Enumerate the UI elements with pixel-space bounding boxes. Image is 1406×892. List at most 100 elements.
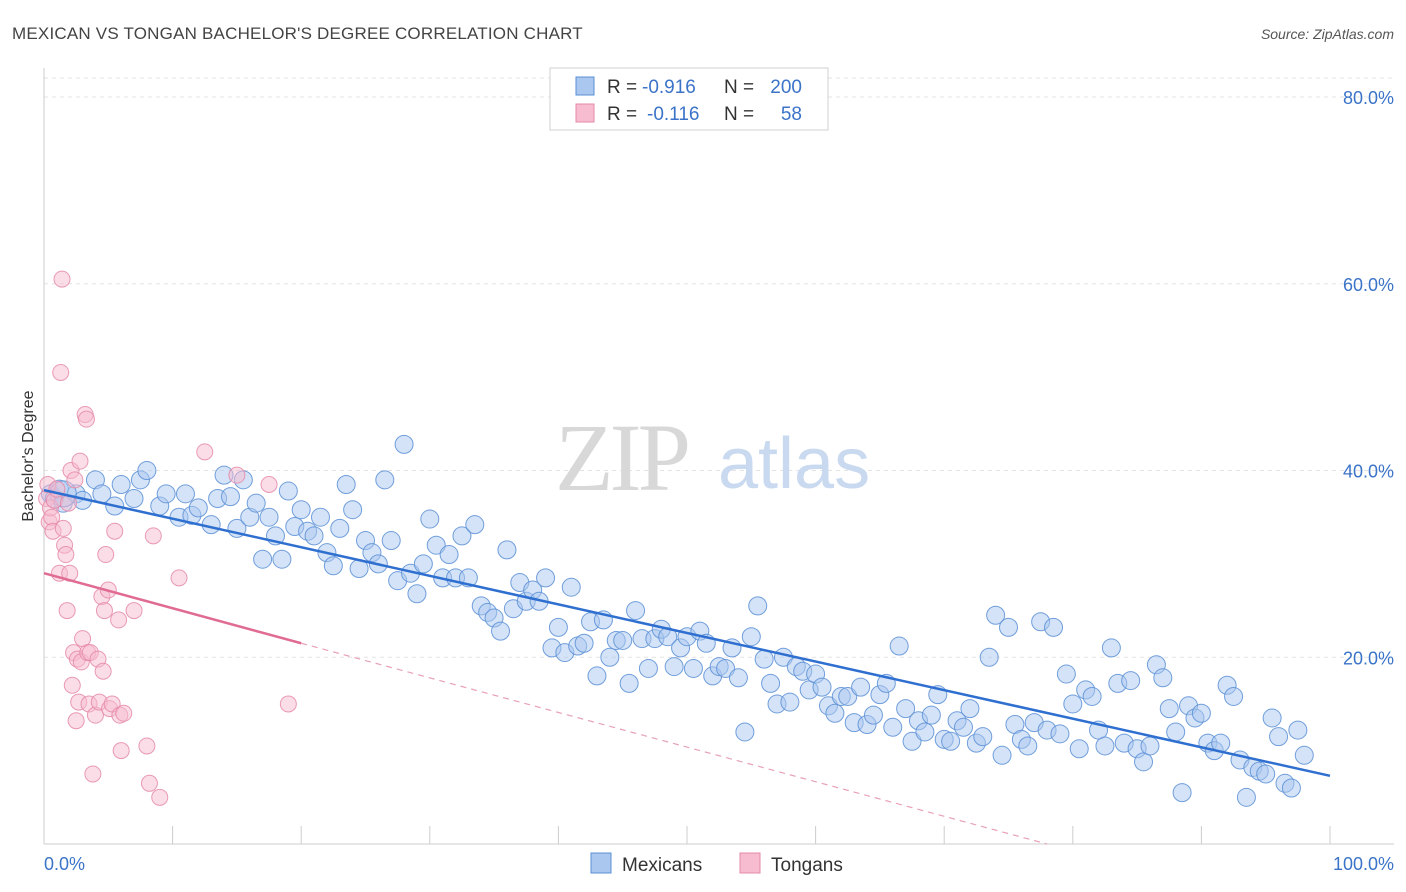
mexican-point-126 <box>889 636 909 656</box>
y-tick-label-20: 20.0% <box>1343 648 1394 668</box>
mexican-point-12 <box>137 461 157 480</box>
mexican-point-73 <box>548 617 568 637</box>
mexican-point-106 <box>761 673 781 693</box>
mexican-point-31 <box>278 481 298 501</box>
mexican-point-18 <box>188 498 208 518</box>
mexican-point-16 <box>175 484 195 504</box>
tongan-point-20 <box>66 471 84 489</box>
mexican-point-39 <box>330 518 350 538</box>
mexican-point-9 <box>111 475 131 495</box>
mexican-point-22 <box>220 487 240 507</box>
tongan-point-9 <box>52 363 70 381</box>
mexican-point-183 <box>1256 764 1276 784</box>
mexican-point-187 <box>1281 778 1301 798</box>
mexican-point-168 <box>1159 699 1179 719</box>
mexican-point-167 <box>1153 668 1173 688</box>
mexican-point-47 <box>381 531 401 551</box>
series-tongans-points <box>38 270 297 806</box>
mexican-point-131 <box>921 705 941 725</box>
mexican-point-146 <box>1018 736 1038 756</box>
mexican-point-153 <box>1063 694 1083 714</box>
mexican-point-71 <box>536 568 556 588</box>
tongan-point-38 <box>95 602 113 620</box>
mexican-point-99 <box>716 658 736 678</box>
tongan-point-44 <box>110 611 128 629</box>
mexican-point-118 <box>838 686 858 706</box>
mexican-point-152 <box>1056 664 1076 684</box>
series-legend-label-mexicans: Mexicans <box>622 855 702 876</box>
mexican-point-52 <box>413 554 433 574</box>
mexican-point-35 <box>304 526 324 546</box>
y-tick-label-60: 60.0% <box>1343 275 1394 295</box>
mexican-point-58 <box>452 526 472 546</box>
tongan-point-13 <box>57 546 75 564</box>
mexican-point-33 <box>291 500 311 520</box>
tongan-point-39 <box>97 546 115 564</box>
mexican-point-27 <box>253 549 273 569</box>
chart-source: Source: ZipAtlas.com <box>1261 26 1394 42</box>
legend-r-value-tongans: -0.116 <box>647 104 699 125</box>
mexican-point-56 <box>439 545 459 565</box>
mexican-point-87 <box>638 658 658 678</box>
series-legend-swatch-mexicans <box>590 852 612 874</box>
tongan-point-43 <box>106 522 124 540</box>
legend-n-value-tongans: 58 <box>781 104 802 125</box>
mexican-point-189 <box>1294 745 1314 765</box>
tongan-point-24 <box>71 452 89 470</box>
tongan-point-18 <box>63 676 81 694</box>
tongan-point-51 <box>144 527 162 545</box>
legend-r-label-mexicans: R = <box>607 77 637 98</box>
mexican-point-54 <box>426 535 446 555</box>
tongan-point-21 <box>67 712 85 730</box>
tongan-point-49 <box>138 737 156 755</box>
series-legend-label-tongans: Tongans <box>771 855 843 876</box>
series-legend-swatch-tongans <box>739 852 761 874</box>
x-tick-label-0: 0.0% <box>44 854 85 874</box>
y-tick-label-80: 80.0% <box>1343 88 1394 108</box>
tongan-point-37 <box>94 662 112 680</box>
legend-n-value-mexicans: 200 <box>770 77 802 98</box>
mexican-point-156 <box>1082 686 1102 706</box>
mexican-point-150 <box>1044 617 1064 637</box>
tongans-trend-line <box>43 572 302 645</box>
mexican-point-41 <box>343 500 363 520</box>
mexican-point-130 <box>915 722 935 742</box>
tongan-point-48 <box>125 602 143 620</box>
tongan-point-53 <box>170 569 188 587</box>
mexican-point-120 <box>851 677 871 697</box>
watermark-atlas: atlas <box>718 424 870 504</box>
mexican-point-40 <box>336 475 356 495</box>
legend-n-label-mexicans: N = <box>724 77 754 98</box>
legend-n-label-tongans: N = <box>724 104 754 125</box>
trend-lines <box>43 488 1331 845</box>
mexican-point-60 <box>465 515 485 535</box>
mexican-point-81 <box>600 647 620 667</box>
gridlines <box>44 77 1394 658</box>
mexican-point-53 <box>420 509 440 529</box>
mexicans-trend-line <box>43 488 1331 778</box>
tongan-point-52 <box>151 788 169 806</box>
mexican-point-116 <box>825 703 845 723</box>
watermark: ZIP atlas <box>555 404 870 511</box>
mexican-point-49 <box>394 434 414 454</box>
mexican-point-30 <box>272 549 292 569</box>
mexican-point-164 <box>1134 752 1154 772</box>
mexican-point-103 <box>741 627 761 647</box>
mexican-point-128 <box>902 731 922 751</box>
tongan-point-57 <box>279 695 297 713</box>
mexican-point-122 <box>863 705 883 725</box>
mexican-point-36 <box>310 507 330 527</box>
mexican-point-159 <box>1101 638 1121 658</box>
mexican-point-158 <box>1095 736 1115 756</box>
series-legend: Mexicans Tongans <box>590 852 843 876</box>
correlation-legend: R = -0.916 N = 200 R = -0.116 N = 58 <box>549 67 829 131</box>
mexican-point-140 <box>979 647 999 667</box>
tongan-point-54 <box>196 443 214 461</box>
mexican-point-84 <box>619 673 639 693</box>
mexican-point-142 <box>992 745 1012 765</box>
mexican-point-26 <box>246 493 266 513</box>
mexican-point-77 <box>574 633 594 653</box>
mexican-point-125 <box>883 717 903 737</box>
mexican-point-188 <box>1288 720 1308 740</box>
mexican-point-139 <box>973 727 993 747</box>
